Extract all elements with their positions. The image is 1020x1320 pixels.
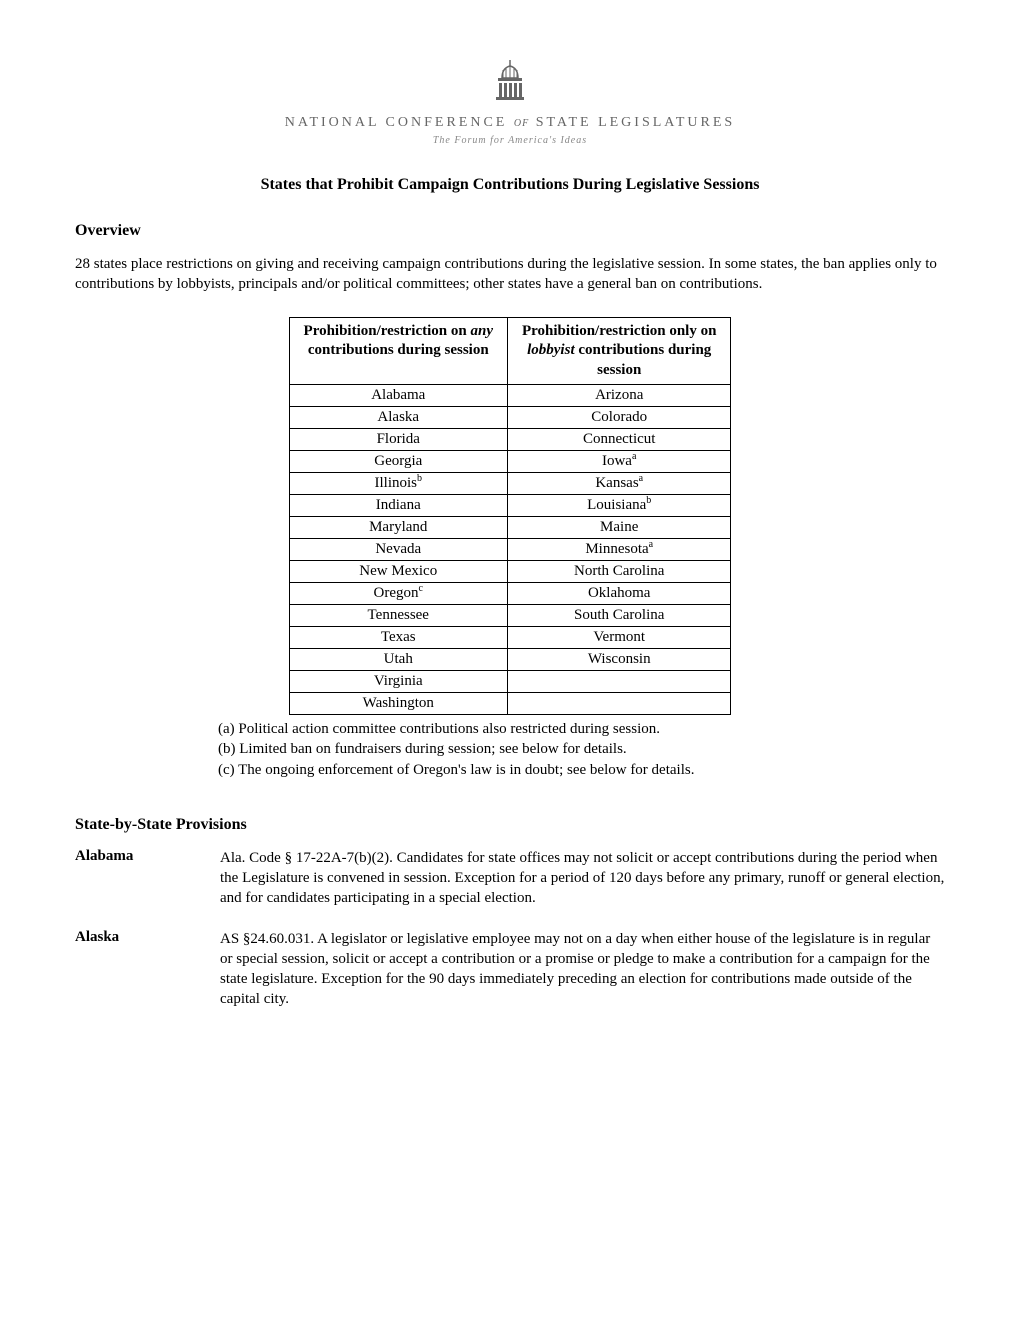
table-cell: South Carolina bbox=[507, 605, 730, 627]
table-cell bbox=[507, 671, 730, 693]
table-row: IndianaLouisianab bbox=[289, 495, 731, 517]
table-cell: Indiana bbox=[289, 495, 507, 517]
org-name-of: of bbox=[514, 115, 529, 130]
table-cell: Maryland bbox=[289, 517, 507, 539]
org-name-part2: STATE LEGISLATURES bbox=[536, 115, 736, 130]
col2-header-line2-rest: contributions during bbox=[578, 342, 711, 358]
states-table: Prohibition/restriction on any contribut… bbox=[289, 317, 732, 716]
table-cell: Minnesotaa bbox=[507, 539, 730, 561]
table-cell: Maine bbox=[507, 517, 730, 539]
state-description: Ala. Code § 17-22A-7(b)(2). Candidates f… bbox=[220, 848, 945, 909]
superscript: b bbox=[417, 473, 422, 484]
table-row: FloridaConnecticut bbox=[289, 429, 731, 451]
table-cell bbox=[507, 693, 730, 715]
footnote-b: (b) Limited ban on fundraisers during se… bbox=[218, 739, 945, 759]
table-row: AlabamaArizona bbox=[289, 385, 731, 407]
superscript: a bbox=[649, 539, 653, 550]
table-header-col1: Prohibition/restriction on any contribut… bbox=[289, 317, 507, 385]
capitol-icon bbox=[492, 60, 528, 107]
org-name-part1: NATIONAL CONFERENCE bbox=[285, 115, 508, 130]
table-row: TennesseeSouth Carolina bbox=[289, 605, 731, 627]
overview-heading: Overview bbox=[75, 222, 945, 240]
overview-text: 28 states place restrictions on giving a… bbox=[75, 254, 945, 295]
table-cell: Georgia bbox=[289, 451, 507, 473]
footnotes: (a) Political action committee contribut… bbox=[218, 719, 945, 780]
state-name: Alaska bbox=[75, 929, 220, 1010]
state-name: Alabama bbox=[75, 848, 220, 909]
table-row: GeorgiaIowaa bbox=[289, 451, 731, 473]
table-row: MarylandMaine bbox=[289, 517, 731, 539]
header-logo-section: NATIONAL CONFERENCE of STATE LEGISLATURE… bbox=[75, 60, 945, 146]
table-row: UtahWisconsin bbox=[289, 649, 731, 671]
table-row: New MexicoNorth Carolina bbox=[289, 561, 731, 583]
provisions-heading: State-by-State Provisions bbox=[75, 816, 945, 834]
table-header-col2: Prohibition/restriction only on lobbyist… bbox=[507, 317, 730, 385]
table-cell: Iowaa bbox=[507, 451, 730, 473]
table-row: TexasVermont bbox=[289, 627, 731, 649]
table-cell: Alaska bbox=[289, 407, 507, 429]
table-cell: Arizona bbox=[507, 385, 730, 407]
superscript: b bbox=[646, 495, 651, 506]
col1-header-line2: contributions during session bbox=[308, 342, 489, 358]
superscript: c bbox=[419, 583, 423, 594]
table-row: NevadaMinnesotaa bbox=[289, 539, 731, 561]
org-name: NATIONAL CONFERENCE of STATE LEGISLATURE… bbox=[75, 115, 945, 131]
table-cell: North Carolina bbox=[507, 561, 730, 583]
table-cell: Virginia bbox=[289, 671, 507, 693]
state-provisions-list: AlabamaAla. Code § 17-22A-7(b)(2). Candi… bbox=[75, 848, 945, 1010]
table-row: IllinoisbKansasa bbox=[289, 473, 731, 495]
table-cell: Illinoisb bbox=[289, 473, 507, 495]
state-entry: AlaskaAS §24.60.031. A legislator or leg… bbox=[75, 929, 945, 1010]
table-row: Washington bbox=[289, 693, 731, 715]
col2-header-italic: lobbyist bbox=[527, 342, 575, 358]
table-cell: Wisconsin bbox=[507, 649, 730, 671]
table-row: OregoncOklahoma bbox=[289, 583, 731, 605]
table-cell: Kansasa bbox=[507, 473, 730, 495]
table-row: AlaskaColorado bbox=[289, 407, 731, 429]
state-entry: AlabamaAla. Code § 17-22A-7(b)(2). Candi… bbox=[75, 848, 945, 909]
table-cell: Alabama bbox=[289, 385, 507, 407]
table-row: Virginia bbox=[289, 671, 731, 693]
footnote-c: (c) The ongoing enforcement of Oregon's … bbox=[218, 760, 945, 780]
footnote-a: (a) Political action committee contribut… bbox=[218, 719, 945, 739]
col2-header-line3: session bbox=[597, 362, 641, 378]
table-cell: Connecticut bbox=[507, 429, 730, 451]
table-cell: New Mexico bbox=[289, 561, 507, 583]
superscript: a bbox=[639, 473, 643, 484]
table-cell: Louisianab bbox=[507, 495, 730, 517]
superscript: a bbox=[632, 451, 636, 462]
state-description: AS §24.60.031. A legislator or legislati… bbox=[220, 929, 945, 1010]
table-cell: Nevada bbox=[289, 539, 507, 561]
table-cell: Colorado bbox=[507, 407, 730, 429]
table-cell: Texas bbox=[289, 627, 507, 649]
table-cell: Utah bbox=[289, 649, 507, 671]
col1-header-italic: any bbox=[470, 323, 493, 339]
col1-header-line1: Prohibition/restriction on bbox=[304, 323, 467, 339]
table-cell: Oklahoma bbox=[507, 583, 730, 605]
table-cell: Tennessee bbox=[289, 605, 507, 627]
document-title: States that Prohibit Campaign Contributi… bbox=[75, 176, 945, 194]
table-cell: Florida bbox=[289, 429, 507, 451]
table-cell: Oregonc bbox=[289, 583, 507, 605]
col2-header-line1: Prohibition/restriction only on bbox=[522, 323, 716, 339]
table-cell: Vermont bbox=[507, 627, 730, 649]
org-tagline: The Forum for America's Ideas bbox=[75, 135, 945, 146]
table-cell: Washington bbox=[289, 693, 507, 715]
